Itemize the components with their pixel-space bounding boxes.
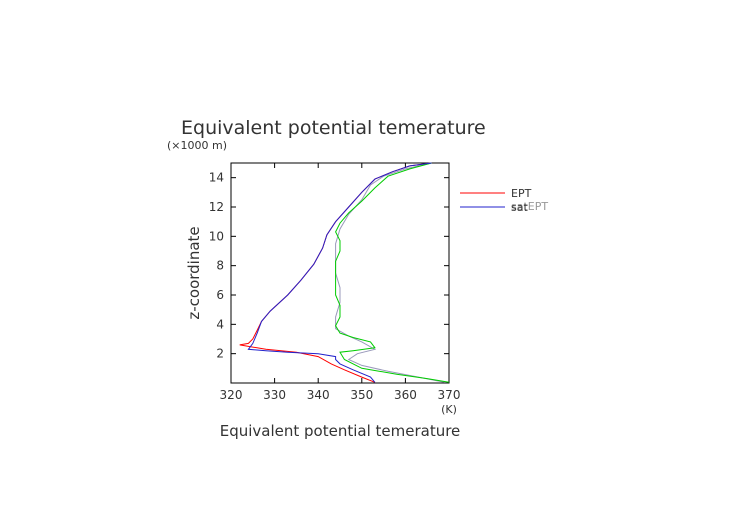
- x-tick-label: 350: [350, 388, 373, 402]
- y-unit-label: (×1000 m): [167, 139, 227, 152]
- y-tick-label: 8: [216, 259, 224, 273]
- y-axis-label: z-coordinate: [185, 226, 203, 319]
- x-unit-label: (K): [441, 403, 457, 416]
- chart-title: Equivalent potential temerature: [181, 117, 486, 139]
- legend-label-satept: satEPT: [511, 200, 548, 213]
- plot-lines: [239, 162, 450, 383]
- series-line-unlabeled-2: [335, 162, 450, 383]
- x-axis: 320 330 340 350 360 370: [220, 163, 461, 402]
- x-tick-label: 340: [307, 388, 330, 402]
- plot-frame: [230, 162, 450, 384]
- x-axis-label: Equivalent potential temerature: [220, 422, 461, 440]
- y-tick-label: 4: [216, 317, 224, 331]
- series-line-satept: [335, 162, 445, 383]
- y-tick-label: 12: [209, 200, 224, 214]
- x-tick-label: 370: [438, 388, 461, 402]
- legend-label-sat: sat: [511, 201, 528, 214]
- y-axis: 2 4 6 8 10 12 14: [209, 171, 449, 361]
- y-tick-label: 10: [209, 229, 224, 243]
- series-line-sat: [247, 162, 432, 383]
- y-tick-label: 6: [216, 288, 224, 302]
- legend-label-ept: EPT: [511, 187, 532, 200]
- legend: EPT satEPT sat: [460, 187, 548, 214]
- x-tick-label: 360: [394, 388, 417, 402]
- y-tick-label: 14: [209, 171, 224, 185]
- y-tick-label: 2: [216, 347, 224, 361]
- x-tick-label: 330: [263, 388, 286, 402]
- x-tick-label: 320: [220, 388, 243, 402]
